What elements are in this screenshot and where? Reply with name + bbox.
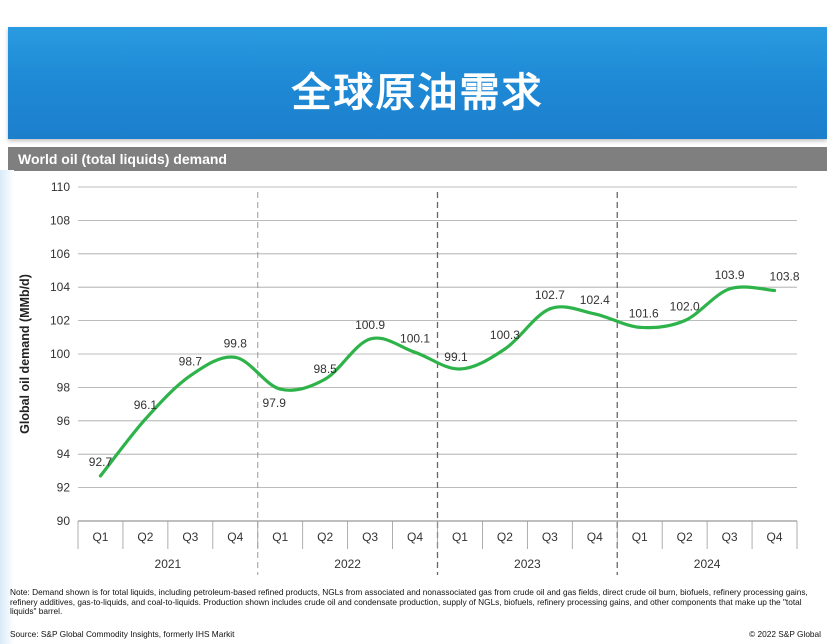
x-tick-label: Q3 — [542, 530, 558, 544]
x-tick-label: Q3 — [182, 530, 198, 544]
data-label: 99.1 — [444, 350, 468, 364]
data-label: 102.7 — [535, 288, 565, 302]
data-label: 97.9 — [263, 396, 287, 410]
x-tick-label: Q3 — [362, 530, 378, 544]
data-label: 100.9 — [355, 318, 385, 332]
data-point — [143, 417, 147, 421]
year-label: 2022 — [334, 557, 361, 571]
data-label: 103.9 — [715, 268, 745, 282]
data-label: 98.7 — [179, 355, 203, 369]
x-tick-label: Q1 — [272, 530, 288, 544]
data-label: 103.8 — [770, 270, 800, 284]
x-tick-label: Q2 — [137, 530, 153, 544]
demand-series-line — [98, 285, 777, 478]
data-point — [278, 387, 282, 391]
data-point — [188, 374, 192, 378]
x-tick-label: Q4 — [227, 530, 243, 544]
axis-layer: 90 92 94 96 98 100 102 104 106 108 110 Q1 Q2 Q3 Q4 Q1 Q2… — [18, 180, 798, 571]
x-tick-label: Q1 — [452, 530, 468, 544]
data-point — [593, 312, 597, 316]
x-tick-label: Q3 — [722, 530, 738, 544]
data-point — [683, 319, 687, 323]
data-label: 101.6 — [629, 306, 659, 320]
x-tick-label: Q4 — [407, 530, 423, 544]
data-label: 98.5 — [313, 362, 337, 376]
x-tick-label: Q2 — [677, 530, 693, 544]
year-label: 2024 — [694, 557, 721, 571]
y-tick-label: 108 — [50, 213, 70, 227]
y-tick-label: 94 — [57, 447, 71, 461]
data-point — [773, 289, 777, 293]
y-tick-label: 106 — [50, 247, 70, 261]
y-tick-label: 100 — [50, 347, 70, 361]
y-tick-label: 96 — [57, 414, 71, 428]
label-layer: 92.7 96.1 98.7 99.8 97.9 98.5 100.9 100.1 99.1 10… — [89, 268, 800, 469]
series-layer — [98, 285, 777, 478]
data-point — [413, 350, 417, 354]
y-tick-label: 90 — [57, 514, 71, 528]
data-label: 96.1 — [134, 398, 158, 412]
data-point — [638, 325, 642, 329]
chart-header-bar: World oil (total liquids) demand — [8, 147, 827, 171]
y-tick-label: 98 — [57, 380, 71, 394]
x-tick-label: Q1 — [632, 530, 648, 544]
y-tick-label: 92 — [57, 481, 71, 495]
x-tick-label: Q4 — [767, 530, 783, 544]
y-tick-label: 102 — [50, 314, 70, 328]
x-tick-label: Q2 — [317, 530, 333, 544]
title-banner: 全球原油需求 — [8, 27, 827, 139]
chart-title: World oil (total liquids) demand — [18, 151, 227, 167]
data-point — [98, 474, 102, 478]
data-label: 92.7 — [89, 455, 113, 469]
data-label: 102.4 — [580, 293, 610, 307]
data-point — [368, 337, 372, 341]
data-point — [548, 307, 552, 311]
year-label: 2021 — [155, 557, 182, 571]
page-title: 全球原油需求 — [291, 69, 544, 116]
data-point — [503, 347, 507, 351]
copyright-text: © 2022 S&P Global — [749, 629, 821, 639]
y-tick-label: 104 — [50, 280, 70, 294]
data-point — [323, 377, 327, 381]
side-glow — [0, 170, 14, 644]
data-label: 102.0 — [670, 300, 700, 314]
x-tick-label: Q1 — [92, 530, 108, 544]
x-tick-label: Q2 — [497, 530, 513, 544]
y-tick-label: 110 — [51, 180, 70, 194]
x-tick-label: Q4 — [587, 530, 603, 544]
y-axis-title: Global oil demand (MMb/d) — [18, 274, 32, 434]
footnote: Note: Demand shown is for total liquids,… — [10, 587, 808, 617]
data-point — [728, 287, 732, 291]
data-label: 99.8 — [224, 336, 248, 350]
source-text: Source: S&P Global Commodity Insights, f… — [10, 629, 235, 639]
year-label: 2023 — [514, 557, 541, 571]
data-point — [458, 367, 462, 371]
data-point — [233, 355, 237, 359]
data-label: 100.3 — [490, 328, 520, 342]
data-label: 100.1 — [400, 331, 430, 345]
